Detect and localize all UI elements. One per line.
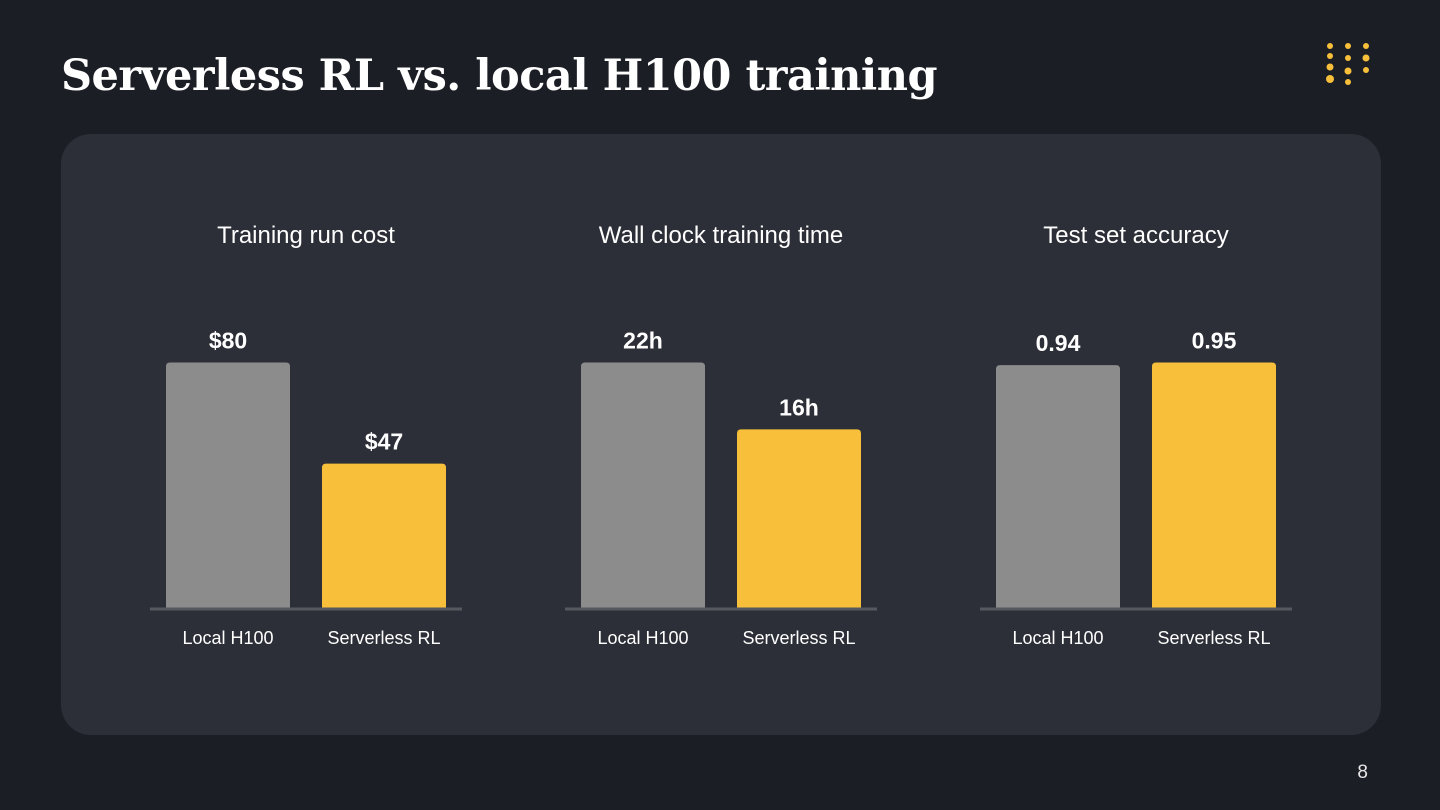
bar-local-h100: [581, 362, 705, 608]
bar-charts: Training run cost $80 Local H100 $47 Serverl…: [150, 222, 1292, 648]
bar-local-h100: [166, 362, 290, 608]
chart-title: Wall clock training time: [599, 222, 844, 249]
bar-serverless-rl: [737, 429, 861, 608]
data-label: $47: [365, 429, 403, 455]
slide-title: Serverless RL vs. local H100 training: [61, 51, 938, 101]
page-number: 8: [1357, 762, 1368, 783]
bar-serverless-rl: [1152, 362, 1276, 608]
chart-title: Test set accuracy: [1043, 222, 1228, 249]
data-label: 0.94: [1036, 330, 1081, 356]
chart-title: Training run cost: [217, 222, 395, 249]
data-label: 22h: [623, 328, 663, 354]
data-label: $80: [209, 328, 247, 354]
x-tick-label: Serverless RL: [327, 628, 440, 648]
chart-2: Wall clock training time 22h Local H100 16h…: [565, 222, 877, 648]
x-tick-label: Local H100: [1012, 628, 1103, 648]
dot-grid-logo-icon: [1326, 43, 1370, 85]
charts-panel: Training run cost $80 Local H100 $47 Serverl…: [61, 134, 1381, 735]
chart-3: Test set accuracy 0.94 Local H100 0.95 Serve…: [980, 222, 1292, 648]
x-tick-label: Serverless RL: [1157, 628, 1270, 648]
data-label: 16h: [779, 394, 819, 420]
bar-serverless-rl: [322, 463, 446, 608]
bar-local-h100: [996, 365, 1120, 608]
data-label: 0.95: [1192, 328, 1237, 354]
x-tick-label: Local H100: [182, 628, 273, 648]
x-tick-label: Serverless RL: [742, 628, 855, 648]
chart-1: Training run cost $80 Local H100 $47 Serverl…: [150, 222, 462, 648]
x-tick-label: Local H100: [597, 628, 688, 648]
